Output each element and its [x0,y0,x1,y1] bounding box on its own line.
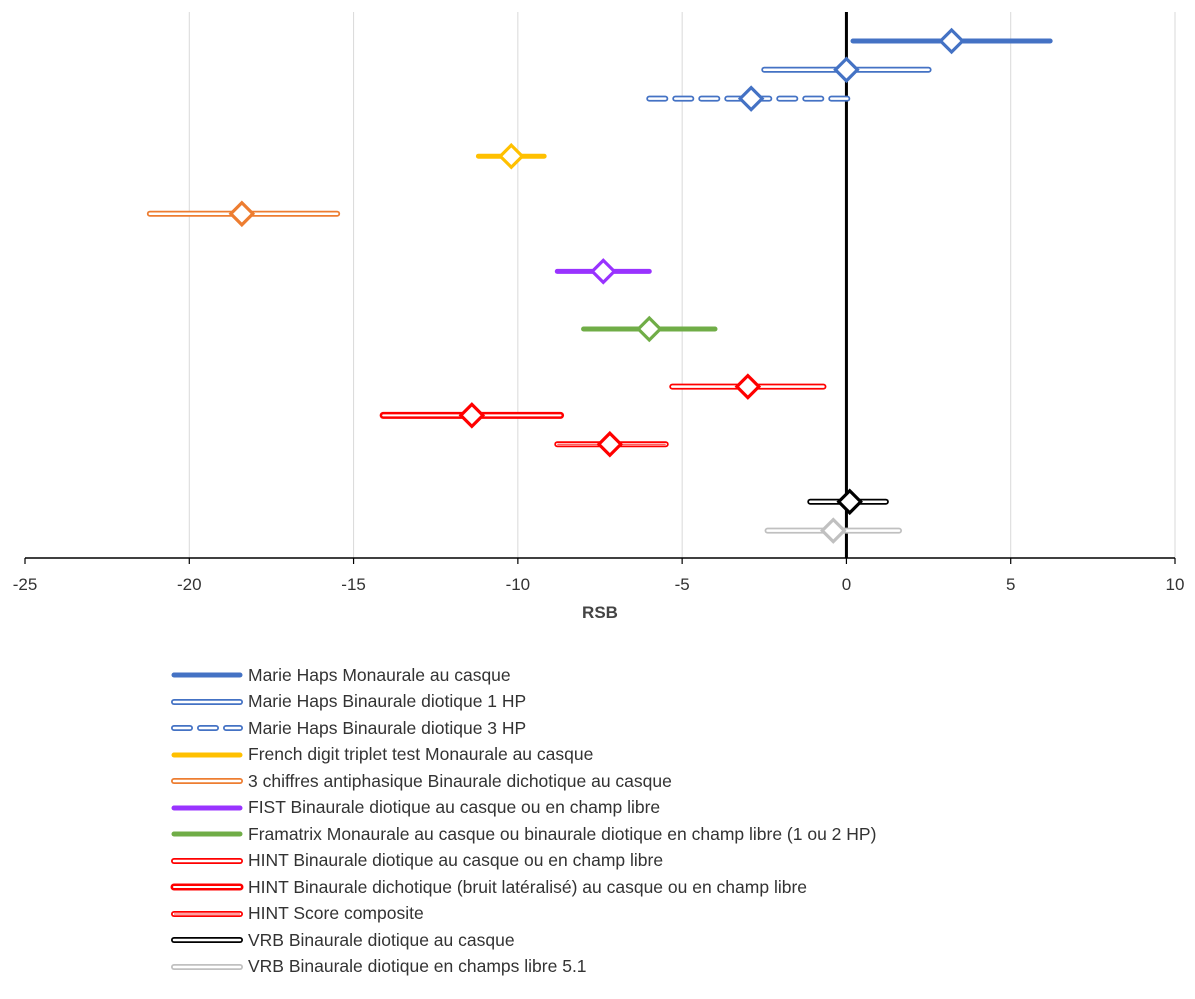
x-tick-label: -25 [13,575,38,594]
x-tick-label: -10 [506,575,531,594]
legend-swatch [171,725,243,732]
legend-swatch [171,805,243,811]
legend-item: Framatrix Monaurale au casque ou binaura… [170,821,876,848]
point-estimate-diamond [737,85,765,112]
point-estimate-diamond [734,373,762,400]
legend-item: French digit triplet test Monaurale au c… [170,742,876,769]
point-estimate-diamond [590,258,617,285]
legend-swatch [171,752,243,758]
x-tick-label: 5 [1006,575,1015,594]
legend-swatch [171,963,243,970]
series-mark [646,85,853,112]
legend-item: Marie Haps Binaurale diotique 1 HP [170,689,876,716]
point-estimate-diamond [498,142,525,170]
x-tick-label: -20 [177,575,202,594]
series-mark [581,315,718,343]
series-mark [761,56,932,84]
legend-label: Marie Haps Monaurale au casque [248,664,511,685]
forest-plot: -25 -20 -15 -10 -5 0 5 10 RSB [13,12,1185,622]
legend-label: 3 chiffres antiphasique Binaurale dichot… [248,770,672,791]
legend-label: VRB Binaurale diotique au casque [248,929,515,950]
point-estimate-diamond [636,315,663,343]
legend-item: HINT Binaurale diotique au casque ou en … [170,848,876,875]
point-estimate-diamond [596,430,624,458]
x-tick-label: -15 [341,575,366,594]
legend-item: HINT Binaurale dichotique (bruit latéral… [170,874,876,901]
legend-swatch [171,831,243,837]
legend-swatch [171,857,243,864]
x-axis-title: RSB [582,603,618,622]
legend-item: VRB Binaurale diotique au casque [170,927,876,954]
legend-swatch [171,937,243,944]
series-mark [850,27,1053,55]
legend-label: FIST Binaurale diotique au casque ou en … [248,797,661,818]
legend: Marie Haps Monaurale au casque Marie Haps… [170,662,876,980]
point-estimate-diamond [836,488,863,516]
legend-item: VRB Binaurale diotique en champs libre 5… [170,954,876,981]
legend-label: HINT Binaurale diotique au casque ou en … [248,850,664,871]
legend-item: Marie Haps Binaurale diotique 3 HP [170,715,876,742]
legend-swatch [171,672,243,678]
grid-lines [188,12,1176,558]
legend-label: Framatrix Monaurale au casque ou binaura… [248,823,877,844]
legend-label: HINT Binaurale dichotique (bruit latéral… [248,876,808,897]
legend-item: HINT Score composite [170,901,876,928]
x-tick-label: -5 [675,575,690,594]
legend-item: Marie Haps Monaurale au casque [170,662,876,689]
legend-label: Marie Haps Binaurale diotique 3 HP [248,717,527,738]
legend-swatch [170,883,244,891]
series-mark [764,517,902,544]
legend-swatch [171,698,243,705]
point-estimate-diamond [938,27,965,55]
legend-label: VRB Binaurale diotique en champs libre 5… [248,956,587,977]
point-estimate-diamond [228,200,256,228]
legend-label: HINT Score composite [248,903,424,924]
series-mark [554,258,652,285]
point-estimate-diamond [458,402,486,429]
series-mark [475,142,547,170]
point-estimate-diamond [833,56,860,84]
x-tick-label: 10 [1166,575,1185,594]
point-estimate-diamond [820,517,847,544]
legend-label: Marie Haps Binaurale diotique 1 HP [248,691,527,712]
legend-label: French digit triplet test Monaurale au c… [248,744,594,765]
legend-swatch [171,910,243,917]
x-axis: -25 -20 -15 -10 -5 0 5 10 [13,557,1185,594]
legend-item: 3 chiffres antiphasique Binaurale dichot… [170,768,876,795]
series-mark [669,373,827,400]
series-mark [379,402,565,429]
series-mark [146,200,341,228]
x-tick-label: 0 [842,575,851,594]
legend-item: FIST Binaurale diotique au casque ou en … [170,795,876,822]
plot-area [146,12,1053,558]
series-mark [807,488,889,516]
series-mark [554,430,669,458]
legend-swatch [171,778,243,785]
